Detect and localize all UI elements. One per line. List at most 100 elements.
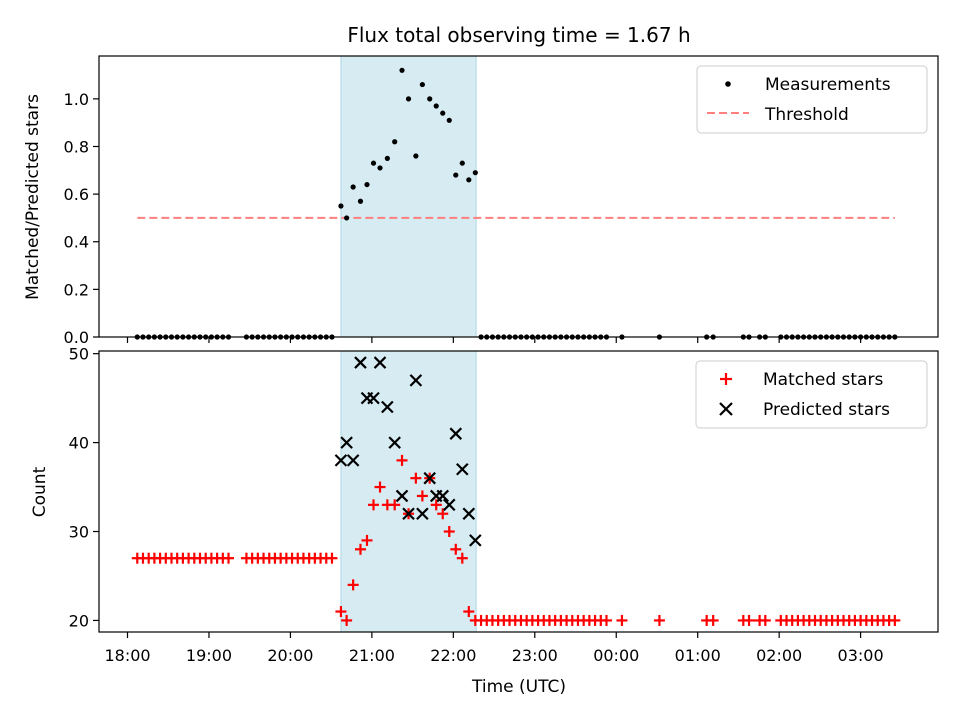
x-tick-label: 01:00 bbox=[675, 646, 721, 665]
count-y-tick-label: 50 bbox=[69, 345, 89, 364]
ratio-highlight-span bbox=[340, 55, 477, 338]
count-y-ticks: 20 30 40 50 bbox=[69, 345, 99, 630]
matched-star-marker bbox=[759, 614, 771, 626]
measurement-point bbox=[413, 153, 419, 159]
count-legend-box bbox=[695, 360, 928, 429]
matched-star-marker bbox=[368, 499, 380, 511]
matched-star-marker bbox=[326, 552, 338, 564]
measurement-point bbox=[427, 96, 433, 102]
predicted-star-marker bbox=[416, 507, 429, 521]
matched-star-marker bbox=[430, 499, 442, 511]
measurement-point bbox=[446, 117, 452, 123]
ratio-y-ticks: 0.0 0.2 0.4 0.6 0.8 1.0 bbox=[64, 90, 99, 347]
count-axes-frame bbox=[98, 350, 939, 633]
predicted-star-marker bbox=[409, 374, 423, 387]
measurement-point bbox=[357, 198, 364, 204]
count-y-tick-label: 40 bbox=[69, 434, 89, 453]
legend-measurements-label: Measurements bbox=[765, 75, 891, 95]
matched-star-marker bbox=[707, 614, 719, 626]
predicted-star-marker bbox=[469, 534, 482, 547]
count-y-tick-label: 30 bbox=[69, 523, 89, 542]
predicted-star-marker bbox=[442, 498, 456, 512]
predicted-star-marker bbox=[346, 454, 360, 467]
ratio-y-tick-label: 0.6 bbox=[64, 185, 89, 204]
predicted-star-marker bbox=[340, 436, 353, 449]
measurement-point bbox=[405, 96, 412, 102]
x-tick-label: 21:00 bbox=[349, 646, 395, 665]
legend-predicted-marker bbox=[719, 402, 733, 416]
ratio-legend: Measurements Threshold bbox=[696, 65, 928, 134]
matched-star-marker bbox=[347, 579, 359, 591]
x-tick-label: 22:00 bbox=[430, 646, 476, 665]
figure-title: Flux total observing time = 1.67 h bbox=[347, 23, 690, 47]
matched-star-marker bbox=[600, 614, 612, 626]
legend-threshold-label: Threshold bbox=[764, 105, 849, 125]
ratio-panel: 0.0 0.2 0.4 0.6 0.8 1.0 Matched/Predicted sta… bbox=[23, 55, 939, 347]
x-tick-label: 03:00 bbox=[838, 646, 884, 665]
legend-matched-marker bbox=[720, 373, 732, 385]
ratio-legend-box bbox=[696, 65, 928, 134]
matched-star-marker bbox=[616, 614, 628, 626]
matched-star-marker bbox=[396, 454, 408, 466]
predicted-star-marker bbox=[367, 391, 380, 405]
predicted-star-marker bbox=[395, 489, 409, 503]
x-tick-label: 02:00 bbox=[756, 646, 802, 665]
matched-star-marker bbox=[335, 606, 347, 618]
ratio-y-tick-label: 1.0 bbox=[64, 90, 89, 109]
measurement-point bbox=[472, 170, 478, 176]
measurement-point bbox=[377, 165, 383, 171]
measurement-point bbox=[419, 81, 425, 88]
matched-star-marker bbox=[463, 606, 475, 618]
predicted-star-marker bbox=[402, 507, 415, 521]
measurement-point bbox=[433, 103, 439, 109]
matched-star-marker bbox=[410, 472, 422, 484]
x-tick-label: 18:00 bbox=[104, 646, 150, 665]
matched-star-marker bbox=[653, 614, 665, 626]
measurement-point bbox=[466, 177, 472, 183]
count-x-ticks: 18:00 19:00 20:00 21:00 22:00 23:00 00:00 01:00… bbox=[104, 632, 884, 665]
matched-star-marker bbox=[456, 552, 468, 564]
measurement-point bbox=[399, 67, 405, 73]
ratio-y-tick-label: 0.0 bbox=[64, 328, 89, 347]
measurement-point bbox=[338, 203, 344, 209]
matched-star-marker bbox=[450, 543, 462, 555]
measurement-point bbox=[392, 139, 398, 145]
predicted-star-marker bbox=[449, 427, 463, 440]
x-tick-label: 00:00 bbox=[593, 646, 639, 665]
measurement-point bbox=[364, 181, 370, 188]
ratio-y-axis-label: Matched/Predicted stars bbox=[23, 94, 43, 300]
legend-matched-label: Matched stars bbox=[763, 370, 883, 390]
matched-star-marker bbox=[361, 534, 373, 546]
predicted-star-marker bbox=[381, 400, 394, 414]
ratio-y-tick-label: 0.8 bbox=[64, 137, 89, 156]
predicted-star-marker bbox=[388, 436, 401, 449]
predicted-star-marker bbox=[334, 454, 348, 467]
measurement-point bbox=[453, 172, 459, 178]
ratio-y-tick-label: 0.2 bbox=[64, 280, 89, 299]
matched-star-marker bbox=[743, 614, 755, 626]
matched-star-marker bbox=[437, 508, 449, 520]
x-tick-label: 20:00 bbox=[267, 646, 313, 665]
ratio-axes-frame bbox=[98, 55, 939, 338]
count-markers bbox=[131, 356, 901, 626]
matched-star-marker bbox=[389, 499, 401, 511]
matched-star-marker bbox=[416, 490, 428, 502]
predicted-star-marker bbox=[373, 356, 387, 369]
measurement-point bbox=[459, 160, 465, 166]
measurement-point bbox=[370, 160, 377, 166]
matched-star-marker bbox=[354, 543, 366, 555]
predicted-star-marker bbox=[354, 356, 367, 369]
measurement-point bbox=[440, 110, 446, 116]
ratio-y-tick-label: 0.4 bbox=[64, 233, 89, 252]
predicted-star-marker bbox=[462, 507, 476, 521]
matched-star-marker bbox=[341, 614, 353, 626]
ratio-x-ticks bbox=[126, 337, 862, 343]
legend-measurements-marker bbox=[725, 81, 731, 87]
count-legend: Matched stars Predicted stars bbox=[695, 360, 928, 429]
predicted-star-marker bbox=[423, 471, 436, 485]
count-panel: 20 30 40 50 18:00 19:00 20:00 21:00 22:00 23:00 0… bbox=[30, 345, 939, 697]
predicted-star-marker bbox=[456, 462, 469, 476]
matched-star-marker bbox=[443, 526, 455, 538]
legend-predicted-label: Predicted stars bbox=[763, 400, 890, 420]
